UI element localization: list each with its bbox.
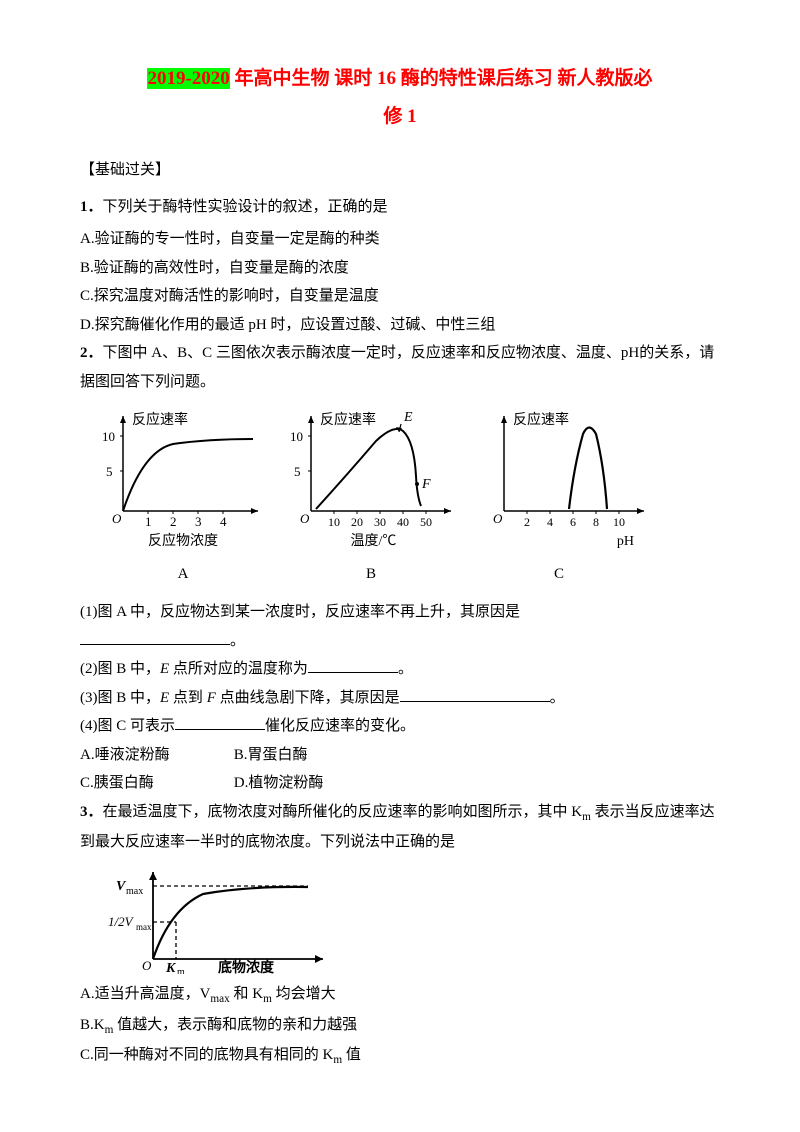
q2-number: 2． [80, 345, 103, 361]
document-title: 2019-2020 年高中生物 课时 16 酶的特性课后练习 新人教版必 修 1 [80, 60, 720, 136]
chart-a: 反应速率 5 10 1 2 3 4 O 反应物浓度 [98, 406, 268, 556]
chart-c: 反应速率 2 4 6 8 10 O pH [479, 406, 654, 556]
q2-sub4: (4)图 C 可表示催化反应速率的变化。 [80, 712, 720, 741]
svg-text:max: max [126, 886, 143, 897]
q1-option-a: A.验证酶的专一性时，自变量一定是酶的种类 [80, 225, 720, 254]
chart-a-xlabel: 反应物浓度 [98, 529, 268, 556]
svg-text:O: O [142, 958, 152, 973]
question-1: 1．下列关于酶特性实验设计的叙述，正确的是 [80, 193, 720, 222]
svg-text:6: 6 [570, 515, 576, 529]
q2-stem: 下图中 A、B、C 三图依次表示酶浓度一定时，反应速率和反应物浓度、温度、pH的… [80, 345, 714, 390]
title-line2-a: 修 1 [383, 106, 416, 127]
svg-text:4: 4 [547, 515, 553, 529]
chart-c-xlabel: pH [479, 529, 654, 556]
question-3: 3．在最适温度下，底物浓度对酶所催化的反应速率的影响如图所示，其中 Km 表示当… [80, 798, 720, 857]
svg-text:m: m [177, 967, 185, 974]
chart-a-svg: 反应速率 5 10 1 2 3 4 O [98, 406, 268, 531]
svg-text:30: 30 [374, 515, 386, 529]
chart-label-a: A [98, 560, 268, 589]
svg-text:max: max [136, 922, 152, 932]
chart-km-xlabel: 底物浓度 [218, 959, 275, 974]
svg-text:5: 5 [294, 464, 301, 479]
chart-label-c: C [474, 560, 644, 589]
question-2: 2．下图中 A、B、C 三图依次表示酶浓度一定时，反应速率和反应物浓度、温度、p… [80, 339, 720, 396]
chart-b-xlabel: 温度/℃ [286, 529, 461, 556]
svg-text:1: 1 [145, 514, 152, 529]
q1-number: 1． [80, 199, 103, 215]
q1-option-c: C.探究温度对酶活性的影响时，自变量是温度 [80, 282, 720, 311]
q3-option-a: A.适当升高温度，Vmax 和 Km 均会增大 [80, 980, 720, 1010]
svg-text:2: 2 [524, 515, 530, 529]
chart-km-svg: V max 1/2V max O K m 底物浓度 [108, 864, 338, 974]
chart-letter-labels: A B C [98, 560, 720, 589]
q2-sub2: (2)图 B 中，E 点所对应的温度称为。 [80, 655, 720, 684]
chart-b-point-e: E [403, 410, 413, 425]
charts-row: 反应速率 5 10 1 2 3 4 O 反应物浓度 反应速率 [98, 406, 720, 556]
section-heading: 【基础过关】 [80, 156, 720, 185]
svg-text:5: 5 [106, 464, 113, 479]
svg-text:2: 2 [170, 514, 177, 529]
q2-opt-c: C.胰蛋白酶 [80, 769, 230, 798]
chart-c-ylabel: 反应速率 [513, 411, 569, 428]
title-highlight: 2019-2020 [147, 68, 229, 89]
q1-option-b: B.验证酶的高效性时，自变量是酶的浓度 [80, 254, 720, 283]
svg-text:8: 8 [593, 515, 599, 529]
title-rest: 年高中生物 课时 16 酶的特性课后练习 新人教版必 [230, 68, 653, 89]
chart-label-b: B [286, 560, 456, 589]
svg-text:O: O [112, 511, 122, 526]
chart-km: V max 1/2V max O K m 底物浓度 [108, 864, 720, 974]
svg-text:O: O [300, 511, 310, 526]
q2-options-row1: A.唾液淀粉酶 B.胃蛋白酶 [80, 741, 720, 770]
q3-option-c: C.同一种酶对不同的底物具有相同的 Km 值 [80, 1041, 720, 1071]
q1-stem: 下列关于酶特性实验设计的叙述，正确的是 [103, 199, 388, 215]
q3-option-b: B.Km 值越大，表示酶和底物的亲和力越强 [80, 1011, 720, 1041]
svg-text:20: 20 [351, 515, 363, 529]
q3-number: 3． [80, 804, 103, 820]
svg-text:1/2V: 1/2V [108, 914, 135, 929]
q1-option-d: D.探究酶催化作用的最适 pH 时，应设置过酸、过碱、中性三组 [80, 311, 720, 340]
q2-opt-d: D.植物淀粉酶 [234, 769, 384, 798]
q2-sub1-blank: 。 [80, 627, 720, 656]
svg-text:10: 10 [613, 515, 625, 529]
chart-b: 反应速率 5 10 10 20 30 40 50 E F O 温度 [286, 406, 461, 556]
svg-text:40: 40 [397, 515, 409, 529]
svg-text:50: 50 [420, 515, 432, 529]
chart-a-ylabel: 反应速率 [132, 411, 188, 428]
q2-opt-b: B.胃蛋白酶 [234, 741, 384, 770]
svg-text:K: K [165, 961, 177, 974]
chart-b-svg: 反应速率 5 10 10 20 30 40 50 E F O [286, 406, 461, 531]
chart-b-point-f: F [421, 477, 431, 492]
svg-text:3: 3 [195, 514, 202, 529]
chart-c-svg: 反应速率 2 4 6 8 10 O [479, 406, 654, 531]
q2-opt-a: A.唾液淀粉酶 [80, 741, 230, 770]
svg-text:10: 10 [102, 429, 115, 444]
chart-b-ylabel: 反应速率 [320, 411, 376, 428]
svg-text:4: 4 [220, 514, 227, 529]
svg-text:O: O [493, 511, 503, 526]
svg-text:10: 10 [328, 515, 340, 529]
q2-sub1: (1)图 A 中，反应物达到某一浓度时，反应速率不再上升，其原因是 [80, 598, 720, 627]
svg-text:10: 10 [290, 429, 303, 444]
q2-options-row2: C.胰蛋白酶 D.植物淀粉酶 [80, 769, 720, 798]
q2-sub3: (3)图 B 中，E 点到 F 点曲线急剧下降，其原因是。 [80, 684, 720, 713]
